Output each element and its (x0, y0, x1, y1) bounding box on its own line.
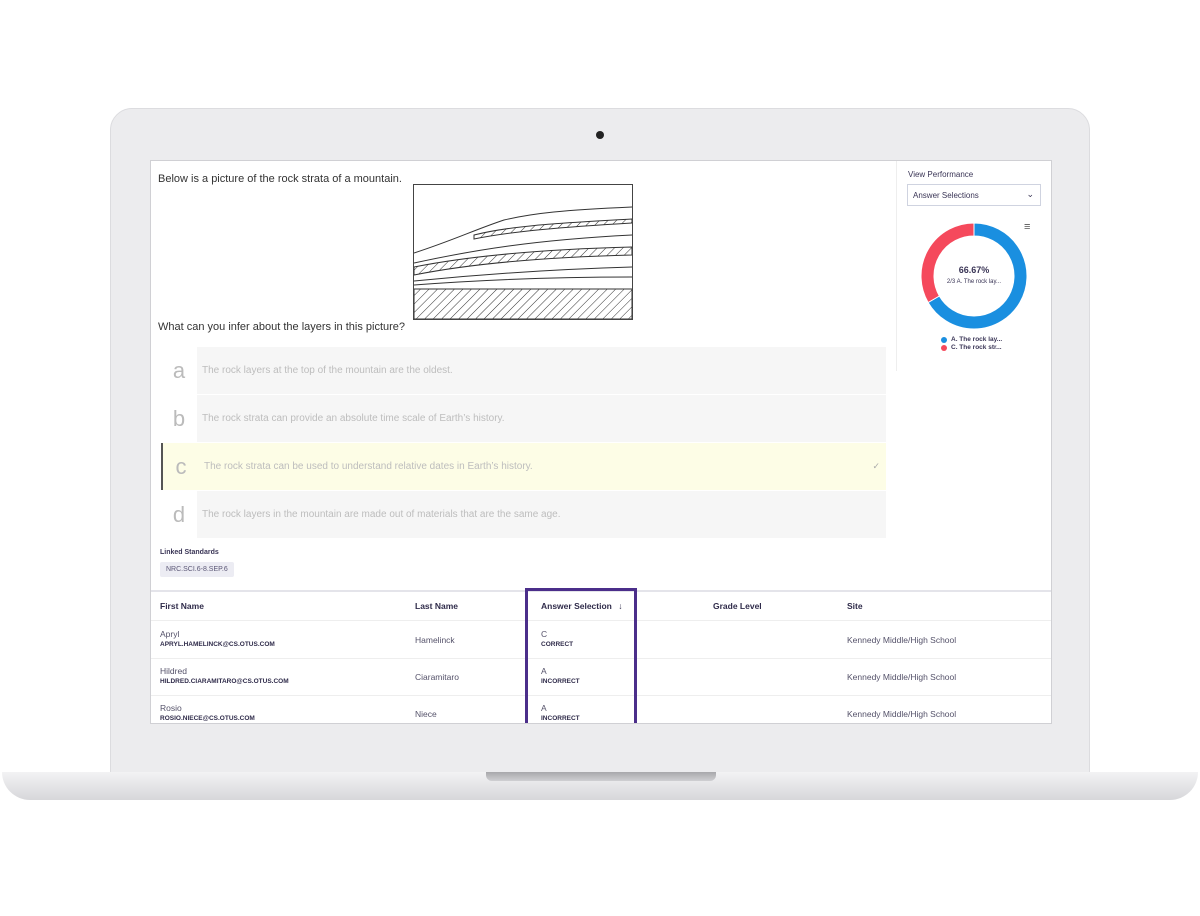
answer-result: INCORRECT (541, 715, 580, 722)
answer-letter: A (541, 666, 547, 676)
option-letter: a (161, 347, 197, 394)
performance-dropdown[interactable]: Answer Selections ⌄ (907, 184, 1041, 206)
option-letter: c (163, 443, 199, 490)
answer-cell: C CORRECT (541, 629, 573, 648)
donut-slice-1[interactable] (920, 222, 975, 304)
check-icon: ✓ (872, 461, 880, 471)
header-grade-level[interactable]: Grade Level (713, 601, 762, 611)
legend-dot (941, 336, 947, 343)
option-text: The rock layers in the mountain are made… (202, 509, 561, 520)
option-text: The rock strata can provide an absolute … (202, 413, 505, 424)
donut-center-value: 66.67% (959, 265, 990, 275)
answer-result: INCORRECT (541, 678, 580, 685)
header-site[interactable]: Site (847, 601, 863, 611)
dropdown-value: Answer Selections (913, 191, 979, 200)
header-first-name[interactable]: First Name (160, 601, 204, 611)
hamburger-menu-icon[interactable]: ≡ (1024, 221, 1031, 233)
legend-item-c[interactable]: C. The rock str... (941, 344, 1002, 351)
rock-strata-image (413, 184, 633, 320)
standard-chip[interactable]: NRC.SCI.6-8.SEP.6 (160, 562, 234, 577)
answer-selection-highlight (525, 588, 637, 723)
option-text: The rock layers at the top of the mounta… (202, 365, 453, 376)
table-header-divider (151, 620, 1051, 621)
legend-label: A. The rock lay... (951, 336, 1003, 343)
performance-panel: View Performance Answer Selections ⌄ ≡ 66… (896, 161, 1051, 371)
option-text: The rock strata can be used to understan… (204, 461, 533, 472)
answer-letter: C (541, 629, 548, 639)
email: ROSIO.NIECE@CS.OTUS.COM (160, 715, 255, 722)
linked-standards-label: Linked Standards (160, 549, 219, 556)
view-performance-label: View Performance (908, 170, 974, 179)
chevron-down-icon: ⌄ (1026, 189, 1034, 199)
legend-label: C. The rock str... (951, 344, 1002, 351)
site-cell: Kennedy Middle/High School (847, 709, 957, 719)
site-cell: Kennedy Middle/High School (847, 635, 957, 645)
site-cell: Kennedy Middle/High School (847, 672, 957, 682)
header-answer-selection[interactable]: Answer Selection ↓ (541, 601, 622, 611)
answer-cell: A INCORRECT (541, 703, 580, 722)
first-name: Rosio (160, 703, 182, 713)
answer-cell: A INCORRECT (541, 666, 580, 685)
row-divider (151, 695, 1051, 696)
answer-option-c[interactable]: c The rock strata can be used to understa… (161, 443, 886, 490)
answer-option-d[interactable]: d The rock layers in the mountain are mad… (161, 491, 886, 538)
legend-dot (941, 344, 947, 351)
answer-letter: A (541, 703, 547, 713)
arrow-down-icon: ↓ (618, 601, 623, 611)
row-divider (151, 658, 1051, 659)
question-prompt: Below is a picture of the rock strata of… (158, 173, 402, 185)
answer-result: CORRECT (541, 641, 574, 648)
last-name-cell: Hamelinck (415, 635, 455, 645)
answer-option-a[interactable]: a The rock layers at the top of the mount… (161, 347, 886, 394)
donut-slice-0[interactable] (927, 222, 1028, 330)
first-name-cell: Rosio ROSIO.NIECE@CS.OTUS.COM (160, 703, 255, 722)
camera (596, 131, 604, 139)
last-name-cell: Ciaramitaro (415, 672, 459, 682)
option-letter: d (161, 491, 197, 538)
first-name: Apryl (160, 629, 180, 639)
first-name: Hildred (160, 666, 187, 676)
question-ask: What can you infer about the layers in t… (158, 321, 406, 333)
email: APRYL.HAMELINCK@CS.OTUS.COM (160, 641, 275, 648)
donut-chart: 66.67% 2/3 A. The rock lay... (920, 222, 1028, 330)
header-label: Answer Selection (541, 601, 612, 611)
laptop-notch (486, 772, 716, 781)
option-letter: b (161, 395, 197, 442)
legend-item-a[interactable]: A. The rock lay... (941, 336, 1002, 343)
table-top-divider (151, 590, 1051, 592)
first-name-cell: Apryl APRYL.HAMELINCK@CS.OTUS.COM (160, 629, 275, 648)
donut-center-label: 2/3 A. The rock lay... (947, 279, 1001, 285)
first-name-cell: Hildred HILDRED.CIARAMITARO@CS.OTUS.COM (160, 666, 289, 685)
email: HILDRED.CIARAMITARO@CS.OTUS.COM (160, 678, 289, 685)
header-last-name[interactable]: Last Name (415, 601, 458, 611)
answer-option-b[interactable]: b The rock strata can provide an absolute… (161, 395, 886, 442)
screen: Below is a picture of the rock strata of… (150, 160, 1052, 724)
last-name-cell: Niece (415, 709, 437, 719)
